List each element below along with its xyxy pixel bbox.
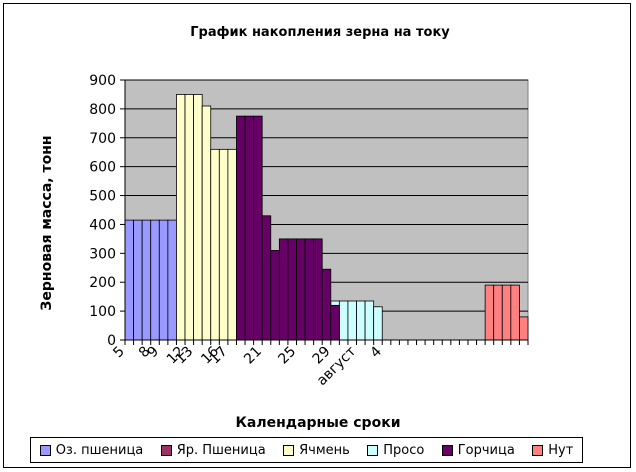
y-tick-label: 800 <box>89 102 116 118</box>
bar-5 <box>287 238 297 341</box>
bar-6 <box>519 316 529 341</box>
bar-3 <box>227 148 237 341</box>
chart-frame <box>3 3 631 468</box>
legend-swatch <box>160 444 172 456</box>
y-tick-label: 400 <box>89 217 116 233</box>
bar-1 <box>124 219 134 341</box>
bar-3 <box>218 148 229 341</box>
y-tick-label: 900 <box>89 73 116 89</box>
bar-5 <box>244 115 255 341</box>
x-tick-label: 4 <box>367 343 385 361</box>
y-tick-label: 0 <box>107 333 116 349</box>
x-tick-label: 25 <box>275 344 299 368</box>
legend-label: Яр. Пшеница <box>176 442 266 458</box>
y-tick-label: 700 <box>89 131 116 147</box>
legend-item: Горчица <box>441 442 515 458</box>
bar-5 <box>278 238 289 341</box>
bar-5 <box>304 238 315 341</box>
bar-3 <box>210 148 220 341</box>
bar-1 <box>167 219 177 341</box>
legend-label: Нут <box>548 442 574 458</box>
bar-5 <box>253 115 263 341</box>
legend-swatch <box>39 444 51 456</box>
legend-item: Яр. Пшеница <box>160 442 266 458</box>
bar-3 <box>201 105 212 341</box>
chart-title: График накопления зерна на току <box>190 25 450 40</box>
legend-item: Нут <box>532 443 573 458</box>
bar-1 <box>150 219 160 341</box>
y-tick-label: 600 <box>89 160 116 176</box>
legend-swatch <box>441 444 453 456</box>
legend-swatch <box>283 444 295 456</box>
bar-6 <box>493 284 503 341</box>
x-axis-label: Календарные сроки <box>235 415 400 431</box>
bar-4 <box>373 306 383 341</box>
y-tick-label: 200 <box>89 275 116 291</box>
bar-3 <box>176 94 186 341</box>
bar-5 <box>313 238 323 341</box>
bar-3 <box>193 94 203 341</box>
legend-label: Оз. пшеница <box>55 442 144 458</box>
bar-4 <box>338 300 349 341</box>
bar-5 <box>236 115 246 341</box>
legend-label: Ячмень <box>299 442 350 458</box>
bar-4 <box>364 300 375 341</box>
bar-5 <box>330 304 340 341</box>
legend-swatch <box>532 444 544 456</box>
legend-item: Ячмень <box>283 443 350 458</box>
legend-label: Просо <box>383 442 425 458</box>
bar-4 <box>347 300 357 341</box>
bar-1 <box>141 219 152 341</box>
legend-item: Просо <box>367 443 424 458</box>
y-axis-label: Зерновая масса, тонн <box>39 135 55 310</box>
bar-5 <box>296 238 306 341</box>
bar-6 <box>484 284 495 341</box>
bar-3 <box>184 94 194 341</box>
bar-5 <box>321 268 332 341</box>
bar-4 <box>356 300 366 341</box>
x-tick-label: 21 <box>241 344 265 368</box>
bar-6 <box>501 284 512 341</box>
legend-item: Оз. пшеница <box>39 442 144 458</box>
y-tick-label: 300 <box>89 246 116 262</box>
y-tick-label: 100 <box>89 304 116 320</box>
legend: Оз. пшеница Яр. Пшеница Ячмень Просо Горчица… <box>30 437 583 463</box>
bar-1 <box>133 219 143 341</box>
legend-label: Горчица <box>457 442 515 458</box>
bar-1 <box>158 219 169 341</box>
bar-5 <box>270 250 280 341</box>
y-tick-label: 500 <box>89 189 116 205</box>
legend-swatch <box>367 444 379 456</box>
bar-6 <box>510 284 520 341</box>
x-tick-label: 5 <box>110 344 128 362</box>
bar-5 <box>261 215 272 341</box>
